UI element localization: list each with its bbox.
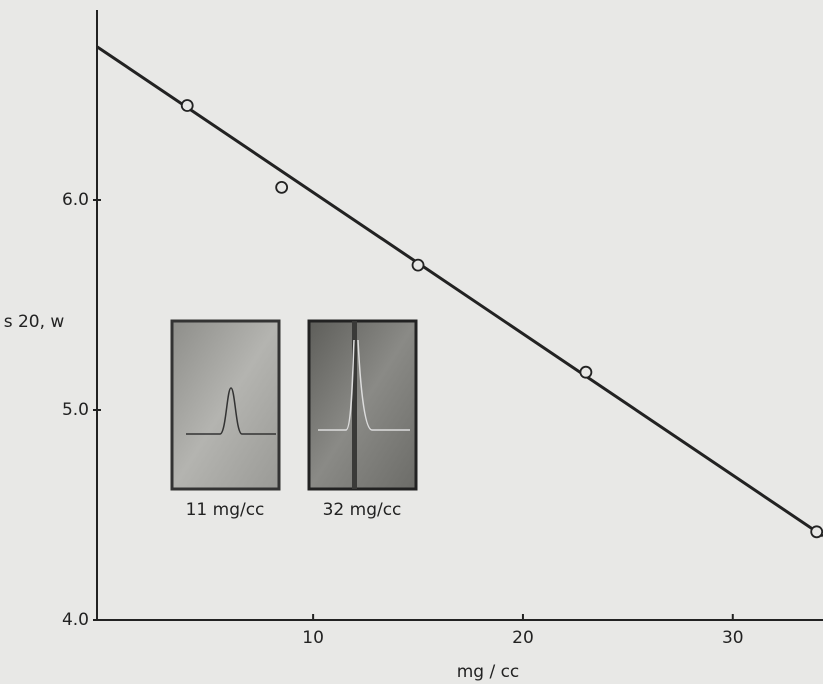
data-point [810,525,823,539]
y-tick-label: 5.0 [62,400,89,420]
x-axis-label: mg / cc [457,662,520,682]
x-tick-label: 20 [512,628,534,648]
fit-line [96,45,823,538]
data-point [411,258,425,272]
y-axis-label: s 20, w [4,312,65,332]
inset-photo [307,319,418,491]
inset-photo [170,319,281,491]
x-tick-label: 30 [722,628,744,648]
data-point [579,365,593,379]
data-point [275,180,289,194]
inset-label: 11 mg/cc [186,500,265,520]
inset-label: 32 mg/cc [323,500,402,520]
y-tick-label: 4.0 [62,610,89,630]
data-point [180,99,194,112]
y-tick-label: 6.0 [62,190,89,210]
x-tick-label: 10 [302,628,324,648]
